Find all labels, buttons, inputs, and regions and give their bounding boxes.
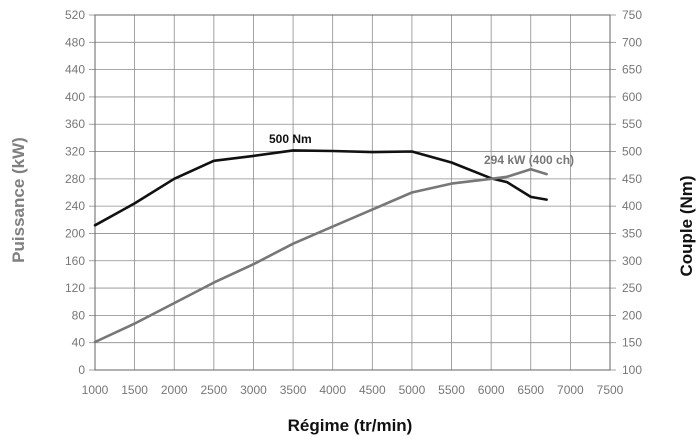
y-left-tick-label: 280 xyxy=(65,172,85,186)
x-tick-label: 4500 xyxy=(359,383,386,397)
x-tick-label: 5000 xyxy=(399,383,426,397)
power-line xyxy=(93,168,548,344)
plot-frame xyxy=(94,14,611,371)
x-tick-label: 1000 xyxy=(82,383,109,397)
x-tick-label: 6000 xyxy=(478,383,505,397)
y-left-tick-label: 520 xyxy=(65,8,85,22)
y-right-tick-label: 300 xyxy=(622,254,642,268)
grid xyxy=(89,14,616,371)
y-right-tick-label: 250 xyxy=(622,281,642,295)
y-right-tick-label: 550 xyxy=(622,117,642,131)
y-right-tick-label: 500 xyxy=(622,145,642,159)
y-right-tick-label: 700 xyxy=(622,35,642,49)
y-right-tick-label: 650 xyxy=(622,63,642,77)
y-left-tick-label: 240 xyxy=(65,199,85,213)
x-tick-label: 5500 xyxy=(438,383,465,397)
series xyxy=(93,149,548,344)
x-tick-label: 3500 xyxy=(280,383,307,397)
y-right-tick-label: 400 xyxy=(622,199,642,213)
x-tick-label: 6500 xyxy=(517,383,544,397)
y-axis-left-title: Puissance (kW) xyxy=(9,137,28,263)
y-right-tick-label: 100 xyxy=(622,363,642,377)
y-right-tick-label: 450 xyxy=(622,172,642,186)
y-right-tick-label: 350 xyxy=(622,226,642,240)
y-left-tick-label: 80 xyxy=(72,308,86,322)
annotation-torque-peak: 500 Nm xyxy=(269,132,312,146)
x-tick-label: 2000 xyxy=(161,383,188,397)
y-left-tick-label: 400 xyxy=(65,90,85,104)
y-left-tick-label: 360 xyxy=(65,117,85,131)
y-axis-right-title: Couple (Nm) xyxy=(677,175,696,276)
x-axis-title: Régime (tr/min) xyxy=(288,416,413,435)
annotation-power-peak: 294 kW (400 ch) xyxy=(484,153,574,167)
x-tick-label: 7000 xyxy=(557,383,584,397)
x-tick-label: 1500 xyxy=(121,383,148,397)
torque-line xyxy=(93,149,548,227)
tick-labels: 1000 1500 2000 2500 3000 3500 4000 4500 5000 5500… xyxy=(65,8,642,397)
y-right-tick-label: 200 xyxy=(622,308,642,322)
y-left-tick-label: 320 xyxy=(65,145,85,159)
y-left-tick-label: 40 xyxy=(72,336,86,350)
y-right-tick-label: 750 xyxy=(622,8,642,22)
y-left-tick-label: 200 xyxy=(65,226,85,240)
x-tick-label: 3000 xyxy=(240,383,267,397)
y-left-tick-label: 160 xyxy=(65,254,85,268)
x-tick-label: 2500 xyxy=(200,383,227,397)
y-left-tick-label: 480 xyxy=(65,35,85,49)
x-tick-label: 7500 xyxy=(597,383,624,397)
y-left-tick-label: 0 xyxy=(78,363,85,377)
x-tick-label: 4000 xyxy=(319,383,346,397)
y-right-tick-label: 150 xyxy=(622,336,642,350)
y-right-tick-label: 600 xyxy=(622,90,642,104)
y-left-tick-label: 440 xyxy=(65,63,85,77)
y-left-tick-label: 120 xyxy=(65,281,85,295)
